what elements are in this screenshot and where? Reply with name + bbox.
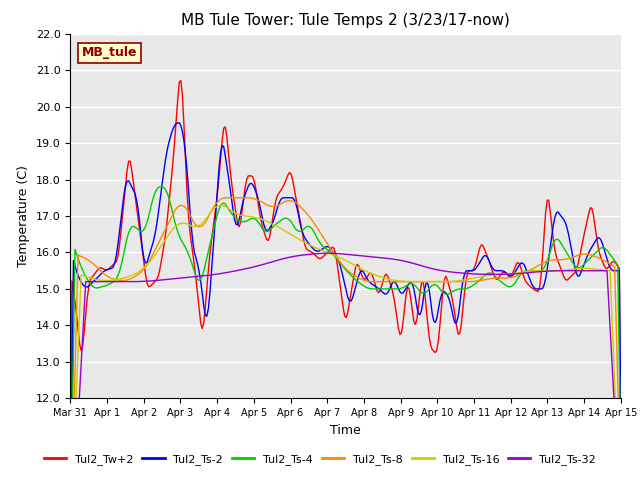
Tul2_Ts-16 [217,203,225,208]
Line: Tul2_Ts-8: Tul2_Ts-8 [70,198,621,480]
Line: Tul2_Ts-4: Tul2_Ts-4 [70,187,621,480]
Tul2_Ts-2 [617,409,625,415]
Tul2_Ts-8 [232,195,240,201]
Tul2_Ts-8 [308,218,316,224]
Text: MB_tule: MB_tule [81,47,137,60]
Tul2_Ts-16 [134,270,141,276]
Tul2_Ts-32 [307,252,315,257]
X-axis label: Time: Time [330,424,361,437]
Tul2_Ts-32 [258,262,266,268]
Tul2_Ts-4 [232,215,240,221]
Title: MB Tule Tower: Tule Temps 2 (3/23/17-now): MB Tule Tower: Tule Temps 2 (3/23/17-now… [181,13,510,28]
Line: Tul2_Ts-32: Tul2_Ts-32 [70,253,621,480]
Tul2_Ts-2 [175,120,183,126]
Tul2_Ts-8 [588,252,595,258]
Tul2_Ts-32 [134,279,141,285]
Tul2_Ts-16 [260,217,268,223]
Tul2_Ts-32 [588,268,595,274]
Tul2_Ts-8 [221,195,229,201]
Tul2_Ts-16 [232,211,240,216]
Tul2_Ts-16 [308,243,316,249]
Tul2_Tw+2 [308,250,316,256]
Legend: Tul2_Tw+2, Tul2_Ts-2, Tul2_Ts-4, Tul2_Ts-8, Tul2_Ts-16, Tul2_Ts-32: Tul2_Tw+2, Tul2_Ts-2, Tul2_Ts-4, Tul2_Ts… [40,450,600,469]
Line: Tul2_Ts-16: Tul2_Ts-16 [70,205,621,480]
Tul2_Ts-16 [250,215,258,220]
Tul2_Tw+2 [260,228,268,233]
Line: Tul2_Ts-2: Tul2_Ts-2 [70,123,621,480]
Tul2_Ts-4 [308,227,316,232]
Tul2_Ts-32 [249,264,257,270]
Tul2_Ts-8 [134,272,141,277]
Tul2_Ts-4 [134,227,141,232]
Tul2_Tw+2 [250,179,258,184]
Tul2_Tw+2 [232,211,240,216]
Tul2_Ts-16 [588,266,595,272]
Tul2_Ts-8 [250,196,258,202]
Tul2_Tw+2 [588,205,595,211]
Tul2_Ts-32 [324,251,332,256]
Tul2_Ts-8 [260,200,268,206]
Tul2_Ts-4 [588,254,595,260]
Tul2_Tw+2 [67,460,74,466]
Tul2_Ts-4 [260,227,268,233]
Tul2_Ts-32 [230,268,238,274]
Tul2_Ts-4 [617,454,625,460]
Tul2_Ts-2 [232,221,240,227]
Tul2_Ts-2 [134,205,141,211]
Y-axis label: Temperature (C): Temperature (C) [17,165,30,267]
Tul2_Tw+2 [134,214,141,220]
Tul2_Ts-2 [308,245,316,251]
Tul2_Tw+2 [617,456,625,461]
Line: Tul2_Tw+2: Tul2_Tw+2 [70,80,621,463]
Tul2_Tw+2 [177,77,184,83]
Tul2_Ts-2 [260,221,268,227]
Tul2_Ts-4 [157,184,164,190]
Tul2_Ts-4 [250,216,258,221]
Tul2_Ts-2 [250,185,258,191]
Tul2_Ts-2 [588,244,595,250]
